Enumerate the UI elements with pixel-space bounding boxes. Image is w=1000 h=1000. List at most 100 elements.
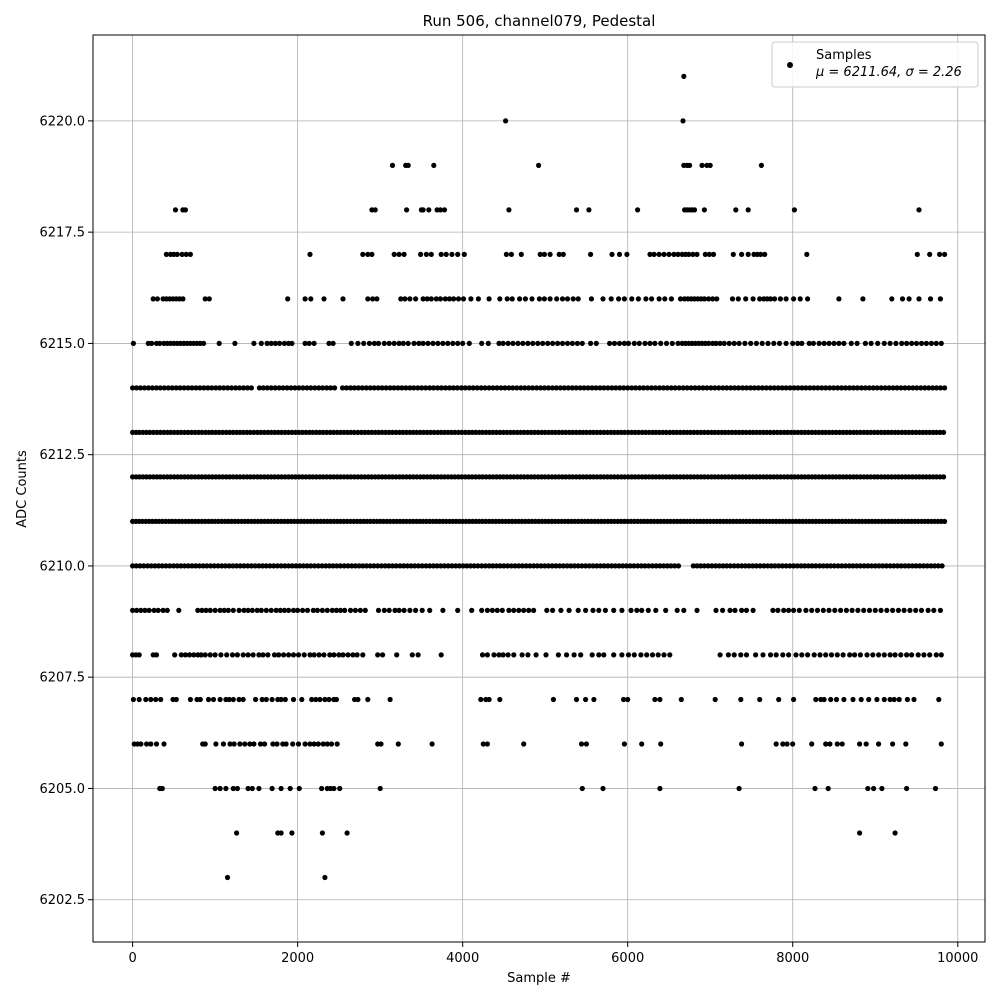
data-point <box>141 385 148 391</box>
data-point <box>207 607 213 614</box>
data-point <box>484 652 490 658</box>
data-point <box>411 340 417 346</box>
data-point <box>820 607 826 614</box>
data-point <box>753 652 759 658</box>
data-point <box>399 385 405 391</box>
data-point <box>404 563 410 569</box>
data-point <box>836 340 842 346</box>
data-point <box>516 607 522 614</box>
data-point <box>206 296 212 302</box>
data-point <box>816 340 822 346</box>
data-point <box>729 296 736 302</box>
data-point <box>669 340 675 346</box>
data-point <box>230 563 236 569</box>
data-point <box>341 563 347 569</box>
data-point <box>557 563 563 569</box>
data-point <box>133 563 139 569</box>
data-point <box>405 340 411 346</box>
y-tick-label: 6212.5 <box>40 448 86 463</box>
data-point <box>496 652 502 658</box>
data-point <box>833 696 840 703</box>
data-point <box>878 385 884 391</box>
data-point <box>500 652 506 658</box>
data-point <box>797 296 803 302</box>
data-point <box>365 696 371 703</box>
data-point <box>602 607 609 614</box>
data-point <box>518 251 524 257</box>
data-point <box>779 563 786 569</box>
data-point <box>375 563 381 569</box>
data-point <box>169 385 175 391</box>
data-point <box>442 296 448 302</box>
data-point <box>605 563 611 569</box>
data-point <box>379 385 385 391</box>
y-tick-label: 6207.5 <box>40 671 86 686</box>
data-point <box>425 340 431 346</box>
data-point <box>491 652 497 658</box>
data-point <box>340 652 346 658</box>
data-point <box>232 340 238 346</box>
data-point <box>876 563 882 569</box>
data-point <box>265 652 271 658</box>
data-point <box>412 563 418 569</box>
data-point <box>834 741 840 747</box>
data-point <box>644 385 651 391</box>
data-point <box>240 385 247 391</box>
data-point <box>173 696 179 703</box>
data-point <box>245 563 251 569</box>
data-point <box>378 741 384 747</box>
data-point <box>751 385 758 391</box>
data-point <box>302 296 308 302</box>
y-tick-label: 6220.0 <box>40 114 86 129</box>
data-point <box>887 563 893 569</box>
data-point <box>401 607 407 614</box>
data-point <box>759 340 765 346</box>
data-point <box>902 385 908 391</box>
data-point <box>666 251 672 257</box>
data-point <box>525 340 531 346</box>
data-point <box>728 385 734 391</box>
data-point <box>260 652 266 658</box>
data-point <box>657 696 663 703</box>
y-tick-label: 6202.5 <box>40 893 86 908</box>
data-point <box>629 385 635 391</box>
data-point <box>470 385 476 391</box>
data-point <box>312 385 318 391</box>
data-point <box>438 563 444 569</box>
data-point <box>625 652 632 658</box>
data-point <box>771 340 777 346</box>
data-point <box>286 652 292 658</box>
data-point <box>674 607 680 614</box>
data-point <box>187 696 193 703</box>
data-point <box>571 652 577 658</box>
data-point <box>277 607 283 614</box>
data-point <box>222 563 228 569</box>
data-point <box>828 652 835 658</box>
data-point <box>699 162 705 168</box>
data-point <box>419 563 425 569</box>
data-point <box>424 296 430 302</box>
data-point <box>148 563 154 569</box>
data-point <box>526 607 532 614</box>
data-point <box>812 785 818 792</box>
data-point <box>791 607 797 614</box>
data-point <box>575 296 581 302</box>
data-point <box>510 340 516 346</box>
data-point <box>382 563 388 569</box>
data-point <box>839 741 845 747</box>
data-point <box>220 741 226 747</box>
data-point <box>631 340 637 346</box>
data-point <box>560 563 566 569</box>
data-point <box>771 385 777 391</box>
data-point <box>182 563 188 569</box>
data-point <box>508 563 514 569</box>
data-point <box>920 563 927 569</box>
data-point <box>420 340 426 346</box>
data-point <box>511 607 517 614</box>
data-point <box>331 652 337 658</box>
data-point <box>890 385 896 391</box>
data-point <box>428 251 434 257</box>
data-point <box>489 607 495 614</box>
data-point <box>423 251 429 257</box>
data-point <box>776 340 783 346</box>
